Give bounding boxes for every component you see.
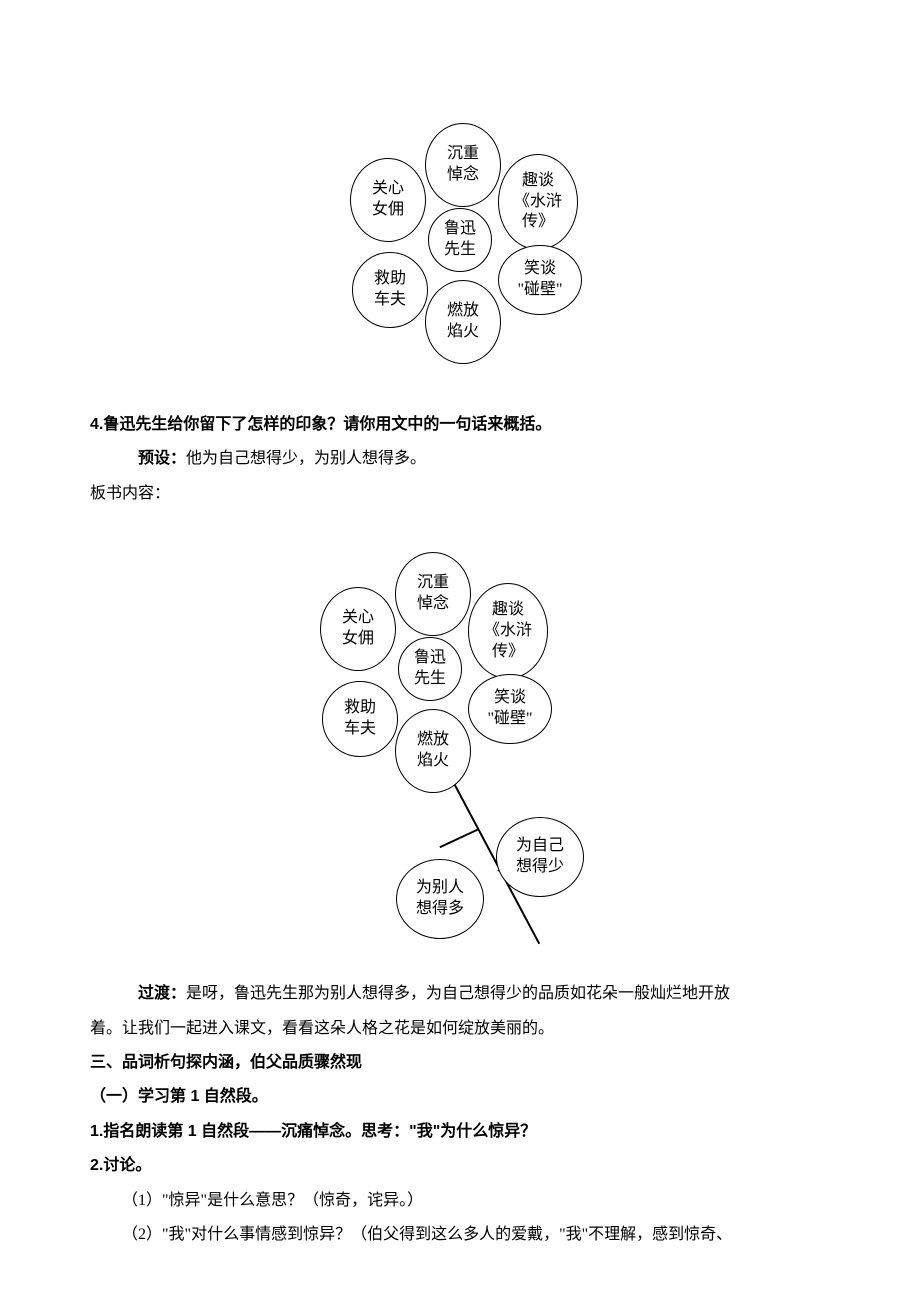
yushe-label: 预设： <box>138 450 186 467</box>
guodu-label: 过渡： <box>138 985 186 1002</box>
stem-line <box>440 829 479 848</box>
node-center: 鲁迅 先生 <box>428 208 492 272</box>
discuss-2: （2）"我"对什么事情感到惊异？（伯父得到这么多人的爱戴，"我"不理解，感到惊奇… <box>90 1220 830 1250</box>
node-tl: 关心 女佣 <box>350 158 426 242</box>
node-tr: 趣谈 《水浒 传》 <box>498 154 578 250</box>
node-bl: 救助 车夫 <box>322 681 398 757</box>
node-leaf2: 为自己 想得少 <box>496 817 584 897</box>
guodu-line-1: 过渡：是呀，鲁迅先生那为别人想得多，为自己想得少的品质如花朵一般灿烂地开放 <box>90 979 830 1009</box>
banshu-label: 板书内容： <box>90 479 830 509</box>
diagram-1-wrap: 鲁迅 先生沉重 悼念趣谈 《水浒 传》笑谈 "碰壁"燃放 焰火救助 车夫 关心 女… <box>90 90 830 390</box>
node-top: 沉重 悼念 <box>425 123 501 207</box>
node-center: 鲁迅 先生 <box>398 637 462 701</box>
discuss-1: （1）"惊异"是什么意思？（惊奇，诧异。） <box>90 1186 830 1216</box>
flower-diagram-2: 鲁迅 先生沉重 悼念趣谈 《水浒 传》笑谈 "碰壁"燃放 焰火救助 车夫 关心 女… <box>280 519 640 959</box>
guodu-text-1: 是呀，鲁迅先生那为别人想得多，为自己想得少的品质如花朵一般灿烂地开放 <box>186 985 730 1002</box>
node-r: 笑谈 "碰壁" <box>498 245 582 315</box>
node-b: 燃放 焰火 <box>395 709 471 793</box>
item-1: 1.指名朗读第 1 自然段——沉痛悼念。思考："我"为什么惊异？ <box>90 1117 830 1147</box>
diagram-2-wrap: 鲁迅 先生沉重 悼念趣谈 《水浒 传》笑谈 "碰壁"燃放 焰火救助 车夫 关心 女… <box>90 519 830 959</box>
yushe-line: 预设：他为自己想得少，为别人想得多。 <box>90 444 830 474</box>
item-2: 2.讨论。 <box>90 1151 830 1181</box>
node-tl: 关心 女佣 <box>320 587 396 671</box>
node-r: 笑谈 "碰壁" <box>468 674 552 744</box>
node-top: 沉重 悼念 <box>395 552 471 636</box>
node-bl: 救助 车夫 <box>352 252 428 328</box>
yushe-text: 他为自己想得少，为别人想得多。 <box>186 450 426 467</box>
node-leaf1: 为别人 想得多 <box>396 859 484 939</box>
question-4: 4.鲁迅先生给你留下了怎样的印象？请你用文中的一句话来概括。 <box>90 410 830 440</box>
flower-diagram-1: 鲁迅 先生沉重 悼念趣谈 《水浒 传》笑谈 "碰壁"燃放 焰火救助 车夫 关心 女… <box>310 90 610 390</box>
guodu-line-2: 着。让我们一起进入课文，看看这朵人格之花是如何绽放美丽的。 <box>90 1014 830 1044</box>
node-tr: 趣谈 《水浒 传》 <box>468 583 548 679</box>
node-b: 燃放 焰火 <box>425 280 501 364</box>
section-3-heading: 三、品词析句探内涵，伯父品质骤然现 <box>90 1048 830 1078</box>
subsection-1: （一）学习第 1 自然段。 <box>90 1082 830 1112</box>
